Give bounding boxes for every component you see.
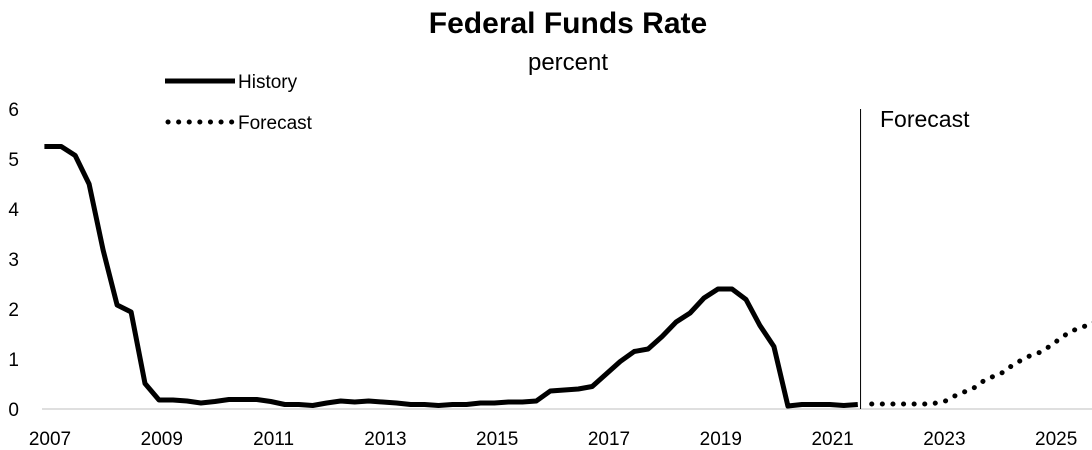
y-tick-label: 2 xyxy=(8,300,19,321)
x-tick-label: 2019 xyxy=(700,429,742,450)
x-tick-label: 2015 xyxy=(476,429,518,450)
x-tick-label: 2025 xyxy=(1035,429,1077,450)
chart-subtitle: percent xyxy=(528,49,608,76)
y-tick-label: 1 xyxy=(8,350,19,371)
series-line-forecast xyxy=(869,320,1092,407)
x-axis-tick-labels: 2007 2009 2011 2013 2015 2017 2019 2021 2023 2025 xyxy=(29,429,1077,450)
legend-label-history: History xyxy=(238,72,298,93)
legend: History Forecast xyxy=(165,72,313,134)
legend-item-forecast: Forecast xyxy=(165,113,313,134)
x-tick-label: 2021 xyxy=(811,429,853,450)
y-tick-label: 6 xyxy=(8,100,19,121)
x-tick-label: 2017 xyxy=(588,429,630,450)
series-layer xyxy=(44,144,1092,409)
x-tick-label: 2011 xyxy=(253,429,294,450)
y-tick-label: 0 xyxy=(8,400,19,421)
forecast-annotation: Forecast xyxy=(880,106,970,132)
y-tick-label: 4 xyxy=(8,200,19,221)
y-tick-label: 3 xyxy=(8,250,19,271)
x-tick-label: 2023 xyxy=(923,429,965,450)
y-tick-label: 5 xyxy=(8,150,19,171)
x-tick-label: 2009 xyxy=(141,429,183,450)
legend-item-history: History xyxy=(165,72,298,93)
y-axis-tick-labels: 0 1 2 3 4 5 6 xyxy=(8,100,19,421)
x-tick-label: 2007 xyxy=(29,429,71,450)
chart-title: Federal Funds Rate xyxy=(429,7,707,40)
legend-label-forecast: Forecast xyxy=(238,113,313,134)
series-line-history xyxy=(44,144,858,409)
x-tick-label: 2013 xyxy=(364,429,406,450)
